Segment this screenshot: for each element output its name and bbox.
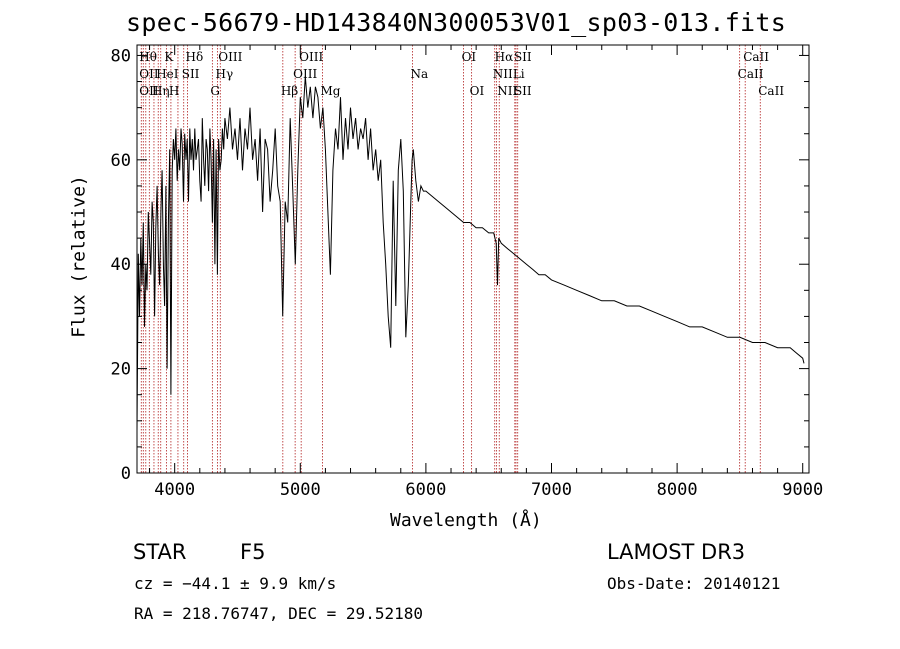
redshift-velocity: cz = −44.1 ± 9.9 km/s — [134, 574, 337, 593]
y-axis-label: Flux (relative) — [68, 175, 90, 338]
axes-group: 4000 5000 6000 7000 8000 9000 0 20 40 60 80 — [111, 45, 823, 500]
spectral-line-label: G — [210, 84, 220, 98]
spectral-line-label: Mg — [321, 84, 341, 98]
x-tick-label: 7000 — [531, 480, 572, 500]
spectral-line-label: Hθ — [139, 50, 157, 64]
y-tick-label: 80 — [111, 46, 131, 66]
spectral-line-label: Hγ — [216, 67, 234, 81]
spectral-line-label: OIII — [299, 50, 323, 64]
survey-name: LAMOST DR3 — [607, 540, 746, 564]
x-tick-label: 8000 — [657, 480, 698, 500]
spectral-line-label: CaII — [738, 67, 764, 81]
spectral-line-label: Hδ — [185, 50, 203, 64]
x-tick-label: 9000 — [782, 480, 823, 500]
spectral-line-label: K — [164, 50, 174, 64]
spectrum-line — [136, 76, 805, 432]
x-tick-label: 4000 — [154, 480, 195, 500]
x-tick-label: 6000 — [405, 480, 446, 500]
spectral-line-label: H — [169, 84, 179, 98]
y-tick-label: 20 — [111, 360, 131, 380]
spectral-line-label: Hα — [495, 50, 514, 64]
plot-frame — [136, 44, 810, 474]
x-tick-label: 5000 — [280, 480, 321, 500]
spectral-line-label: Li — [513, 67, 525, 81]
y-tick-label: 60 — [111, 151, 131, 171]
chart-title: spec-56679-HD143840N300053V01_sp03-013.f… — [126, 8, 787, 37]
spectral-line-label: CaII — [743, 50, 769, 64]
spectral-line-label: NII — [497, 84, 517, 98]
spectral-line-label: OIII — [293, 67, 317, 81]
spectral-line-label: Hβ — [281, 84, 298, 98]
line-labels-group: HθOIIOIIHηHeIKHSIIHδGHγOIIIHβOIIIOIIIMgN… — [139, 50, 784, 98]
coordinates: RA = 218.76747, DEC = 29.52180 — [134, 604, 423, 623]
spectral-line-label: OI — [470, 84, 485, 98]
y-tick-label: 40 — [111, 255, 131, 275]
observation-date: Obs-Date: 20140121 — [607, 574, 781, 593]
spectral-line-label: SII — [514, 50, 532, 64]
object-subclass: F5 — [240, 540, 266, 564]
spectral-line-label: Hη — [152, 84, 170, 98]
spectral-line-label: OIII — [218, 50, 242, 64]
spectral-line-label: OII — [139, 67, 159, 81]
spectral-line-label: NII — [493, 67, 513, 81]
spectral-line-label: HeI — [156, 67, 179, 81]
spectral-line-label: OI — [462, 50, 477, 64]
object-class: STAR — [133, 540, 187, 564]
emission-lines-group — [140, 45, 761, 473]
spectral-line-label: SII — [514, 84, 532, 98]
x-axis-label: Wavelength (Å) — [390, 510, 542, 531]
y-tick-label: 0 — [121, 464, 131, 484]
spectral-line-label: SII — [182, 67, 200, 81]
spectral-line-label: CaII — [758, 84, 784, 98]
spectral-line-label: Na — [410, 67, 428, 81]
spectrum-trace-group — [136, 76, 805, 432]
spectral-line-label: OII — [139, 84, 159, 98]
